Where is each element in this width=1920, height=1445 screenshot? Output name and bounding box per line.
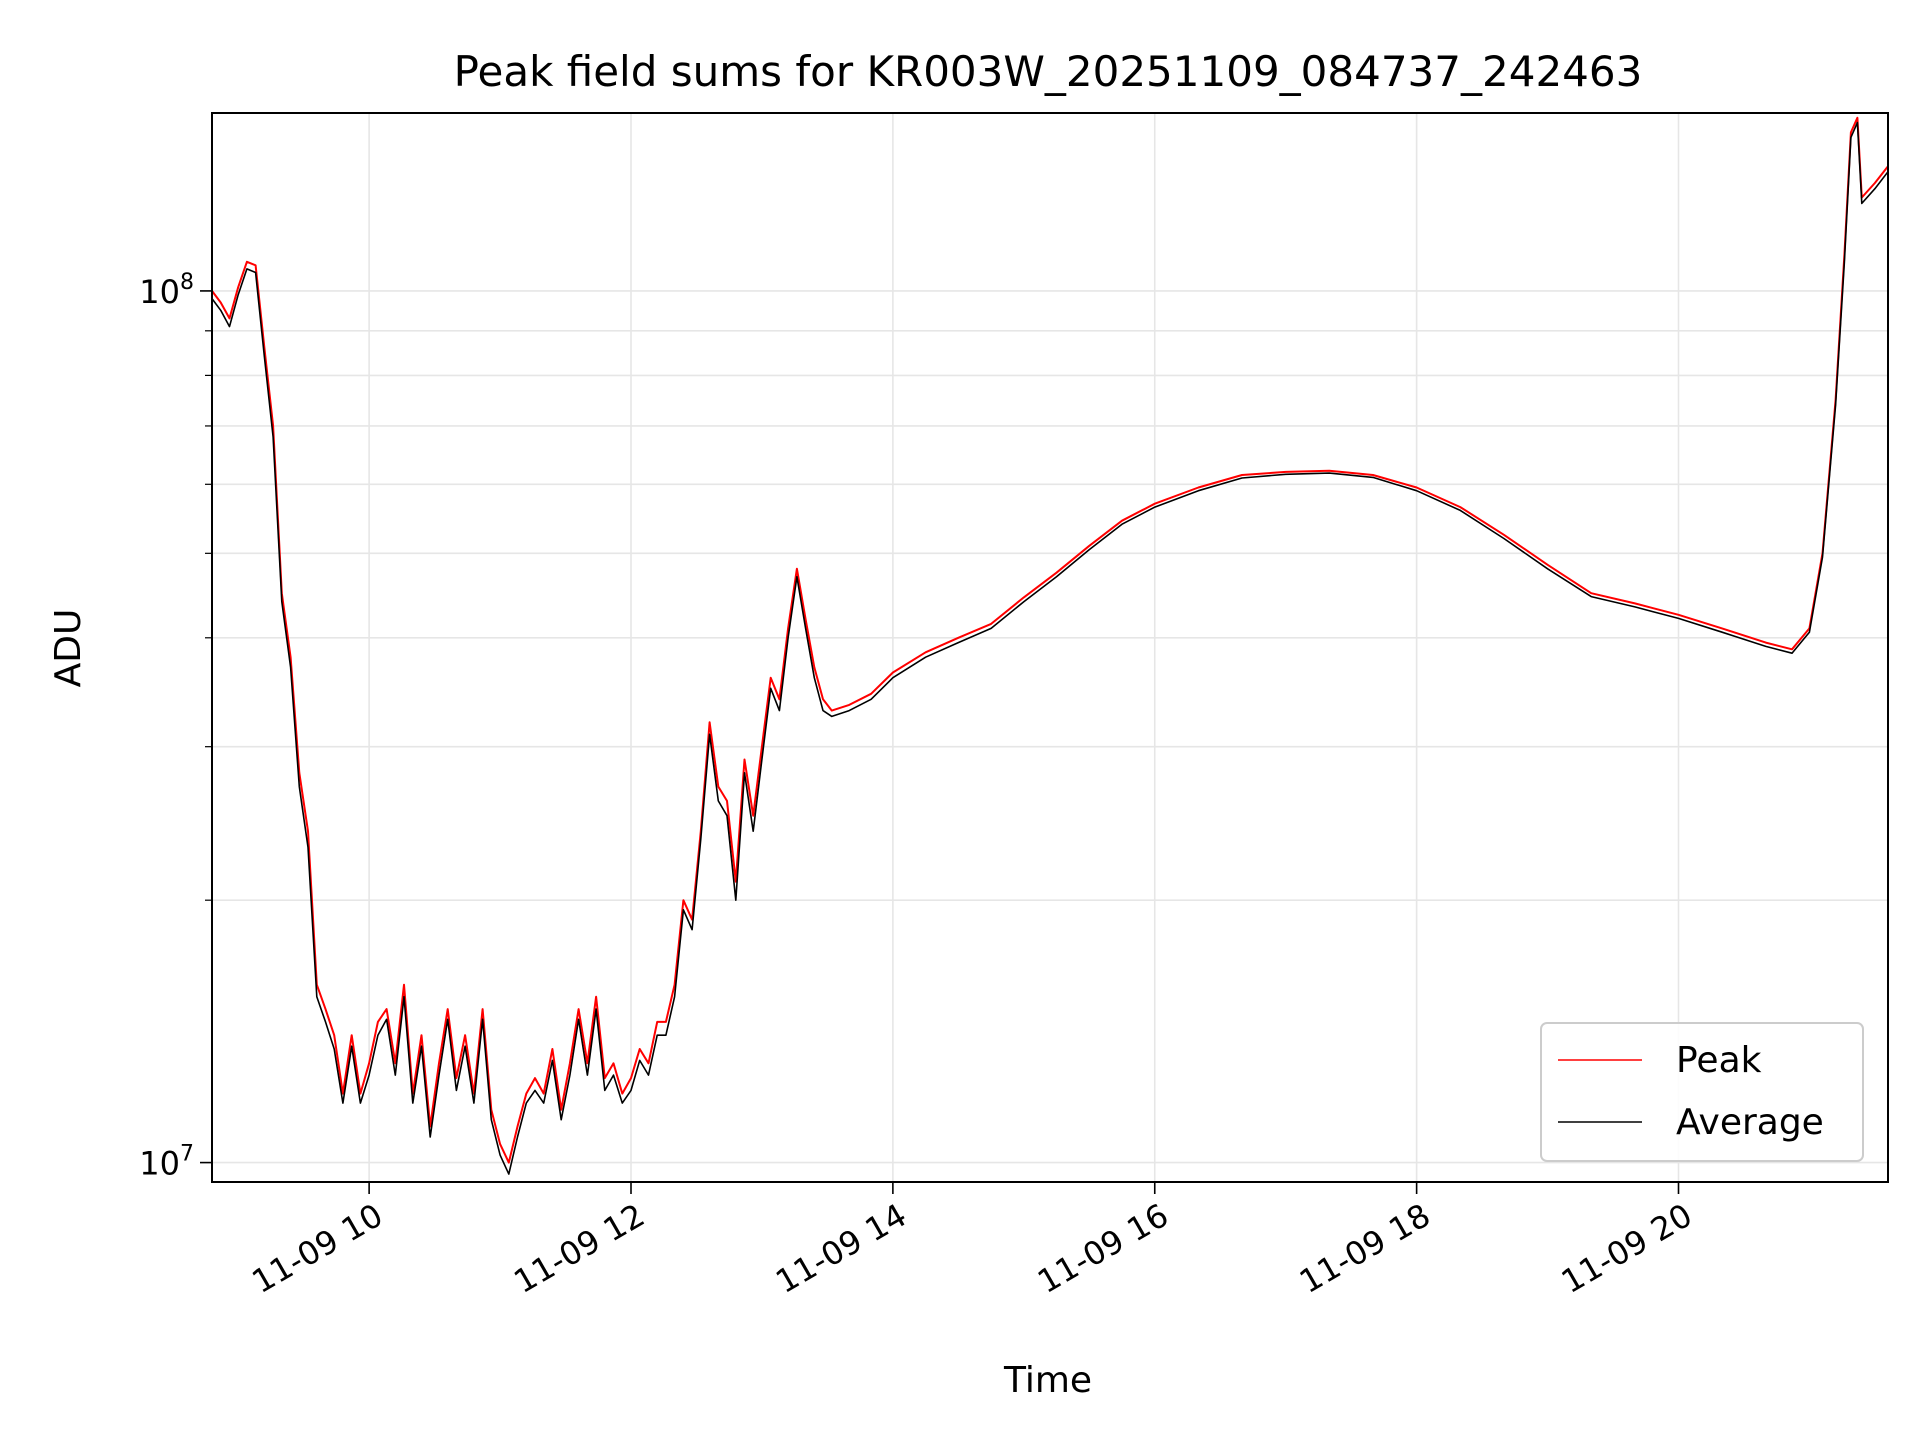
plot-area [212,113,1888,1182]
plot-frame [211,112,1889,1183]
y-tick-label-exponent: 8 [180,270,194,295]
y-tick-label-exponent: 7 [180,1142,194,1167]
series-layer [212,116,1888,1175]
grid-layer [212,113,1888,1182]
y-tick-label: 107 [139,1142,194,1183]
legend-box [1540,1022,1864,1162]
series-line-peak [212,116,1888,1164]
legend-label-peak: Peak [1676,1040,1762,1081]
y-tick-label-base: 10 [139,273,180,311]
y-tick-label-base: 10 [139,1145,180,1183]
legend: Peak Average [1540,1022,1864,1162]
x-axis-label: Time [1003,1360,1092,1401]
chart-title: Peak field sums for KR003W_20251109_0847… [454,47,1643,96]
y-tick-label: 108 [139,270,194,311]
legend-label-average: Average [1676,1102,1824,1143]
y-axis-label: ADU [48,609,89,688]
series-line-average [212,121,1888,1175]
